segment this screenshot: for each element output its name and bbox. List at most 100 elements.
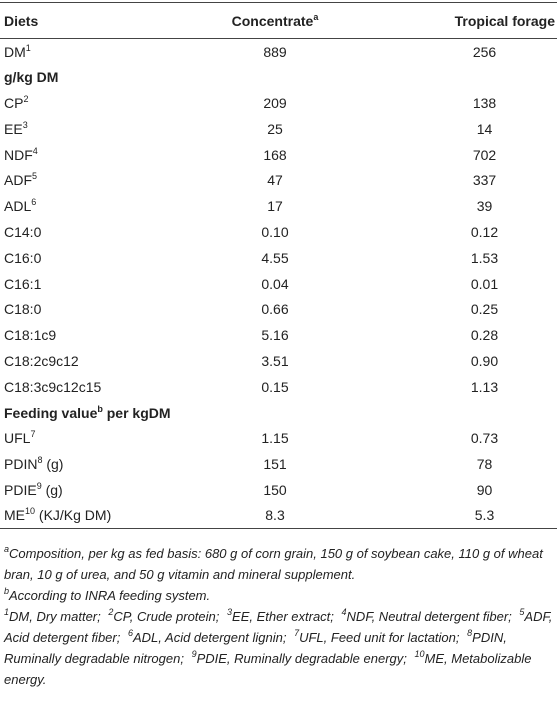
value-cell: 5.3 xyxy=(474,507,495,524)
row-label: EE3 xyxy=(0,116,190,142)
value-cell: 1.53 xyxy=(470,249,499,266)
superscript: 10 xyxy=(25,506,36,517)
footnote-text: According to INRA feeding system. xyxy=(9,588,211,604)
value-cell: 17 xyxy=(267,198,283,215)
section-row: Feeding valueb per kgDM xyxy=(0,400,557,426)
row-label: CP2 xyxy=(0,90,190,116)
value-cell: 0.04 xyxy=(261,275,289,292)
label-text: ADF xyxy=(4,172,32,189)
header-cell: Concentratea xyxy=(190,3,360,39)
label-text: C16:1 xyxy=(4,275,42,292)
data-row: C16:0 4.55 1.53 xyxy=(0,245,557,271)
label-text: EE xyxy=(4,120,23,137)
data-row: ADL6 17 39 xyxy=(0,193,557,219)
value-cell: 889 xyxy=(263,43,287,60)
superscript: 5 xyxy=(519,607,525,618)
header-row: Diets Concentratea Tropical forage xyxy=(0,2,557,39)
row-label: C16:1 xyxy=(0,271,190,297)
value-cell: 209 xyxy=(263,94,287,111)
superscript: 2 xyxy=(23,93,29,104)
superscript: a xyxy=(4,544,10,555)
value-cell: 702 xyxy=(472,146,497,163)
value-cell: 39 xyxy=(476,198,493,215)
superscript: 4 xyxy=(32,145,38,156)
superscript: b xyxy=(97,403,103,414)
label-text: NDF xyxy=(4,146,33,163)
data-row: NDF4 168 702 xyxy=(0,142,557,168)
header-text: Diets xyxy=(4,12,39,29)
superscript: 3 xyxy=(227,607,233,618)
superscript: 1 xyxy=(25,42,31,53)
value-cell: 337 xyxy=(472,172,497,189)
row-label: C18:0 xyxy=(0,296,190,322)
row-label: PDIE9 (g) xyxy=(0,477,190,503)
value-cell: 256 xyxy=(472,43,497,60)
superscript: 7 xyxy=(294,628,300,639)
footnote-text: Composition, per kg as fed basis: 680 g … xyxy=(4,546,543,583)
superscript: 9 xyxy=(191,649,197,660)
data-row: C18:0 0.66 0.25 xyxy=(0,296,557,322)
value-cell: 138 xyxy=(472,94,497,111)
footnote-segment: 7UFL, Feed unit for lactation; xyxy=(294,628,460,646)
value-cell: 0.12 xyxy=(470,223,499,240)
label-text: C18:3c9c12c15 xyxy=(4,378,102,395)
header-cell: Tropical forage xyxy=(360,3,557,39)
superscript: 7 xyxy=(30,429,36,440)
label-text: C18:2c9c12 xyxy=(4,352,79,369)
table-header: Diets Concentratea Tropical forage xyxy=(0,2,557,39)
superscript: b xyxy=(4,586,10,597)
label-suffix: per kgDM xyxy=(106,404,171,421)
footnote-segment: 4NDF, Neutral detergent fiber; xyxy=(341,607,512,625)
label-text: CP xyxy=(4,94,24,111)
data-row: EE3 25 14 xyxy=(0,116,557,142)
data-row: DM1 889 256 xyxy=(0,39,557,65)
superscript: 8 xyxy=(467,628,473,639)
value-cell: 0.73 xyxy=(470,430,499,447)
header-text: Concentrate xyxy=(231,12,314,29)
value-cell: 8.3 xyxy=(265,507,285,524)
value-cell: 25 xyxy=(267,120,283,137)
label-text: ME xyxy=(4,507,25,524)
value-cell: 0.66 xyxy=(261,301,289,318)
footnote-text: UFL, Feed unit for lactation; xyxy=(299,630,460,646)
footnotes: aComposition, per kg as fed basis: 680 g… xyxy=(0,543,557,690)
footnote-segment: 2CP, Crude protein; xyxy=(108,608,219,625)
footnote-text: ME, Metabolizable energy. xyxy=(4,651,532,688)
label-suffix: (g) xyxy=(45,481,63,498)
data-row: PDIE9 (g) 150 90 xyxy=(0,477,557,503)
row-label: C18:2c9c12 xyxy=(0,348,190,374)
superscript: 5 xyxy=(32,171,38,182)
footnote: 1DM, Dry matter; 2CP, Crude protein; 3EE… xyxy=(4,606,553,690)
data-table: Diets Concentratea Tropical forage DM1 889 2… xyxy=(0,2,557,529)
value-cell: 151 xyxy=(263,456,287,473)
row-label: NDF4 xyxy=(0,142,190,168)
row-label: C18:1c9 xyxy=(0,322,190,348)
data-row: ME10 (KJ/Kg DM) 8.3 5.3 xyxy=(0,503,557,529)
label-text: DM xyxy=(4,43,26,60)
label-suffix: (g) xyxy=(46,456,64,473)
footnote-text: DM, Dry matter; xyxy=(9,609,101,625)
footnote-segment: 8PDIN, Ruminally degradable nitrogen; xyxy=(4,628,507,667)
footnote-text: EE, Ether extract; xyxy=(232,609,334,625)
value-cell: 1.13 xyxy=(470,378,499,395)
superscript: 8 xyxy=(37,455,43,466)
row-label: g/kg DM xyxy=(0,64,557,90)
label-text: UFL xyxy=(4,430,31,447)
superscript: 9 xyxy=(36,480,42,491)
footnote-text: PDIE, Ruminally degradable energy; xyxy=(196,651,407,667)
value-cell: 14 xyxy=(476,120,493,137)
footnote-segment: 9PDIE, Ruminally degradable energy; xyxy=(191,649,407,667)
value-cell: 0.25 xyxy=(470,301,499,318)
section-row: g/kg DM xyxy=(0,64,557,90)
footnote: aComposition, per kg as fed basis: 680 g… xyxy=(4,543,553,585)
superscript: 6 xyxy=(31,197,37,208)
label-text: C14:0 xyxy=(4,223,42,240)
label-suffix: (KJ/Kg DM) xyxy=(38,507,112,524)
label-text: C18:0 xyxy=(4,301,42,318)
value-cell: 0.10 xyxy=(261,223,289,240)
value-cell: 150 xyxy=(263,481,287,498)
superscript: 4 xyxy=(341,607,347,618)
header-cell: Diets xyxy=(0,3,190,39)
value-cell: 0.90 xyxy=(470,352,499,369)
